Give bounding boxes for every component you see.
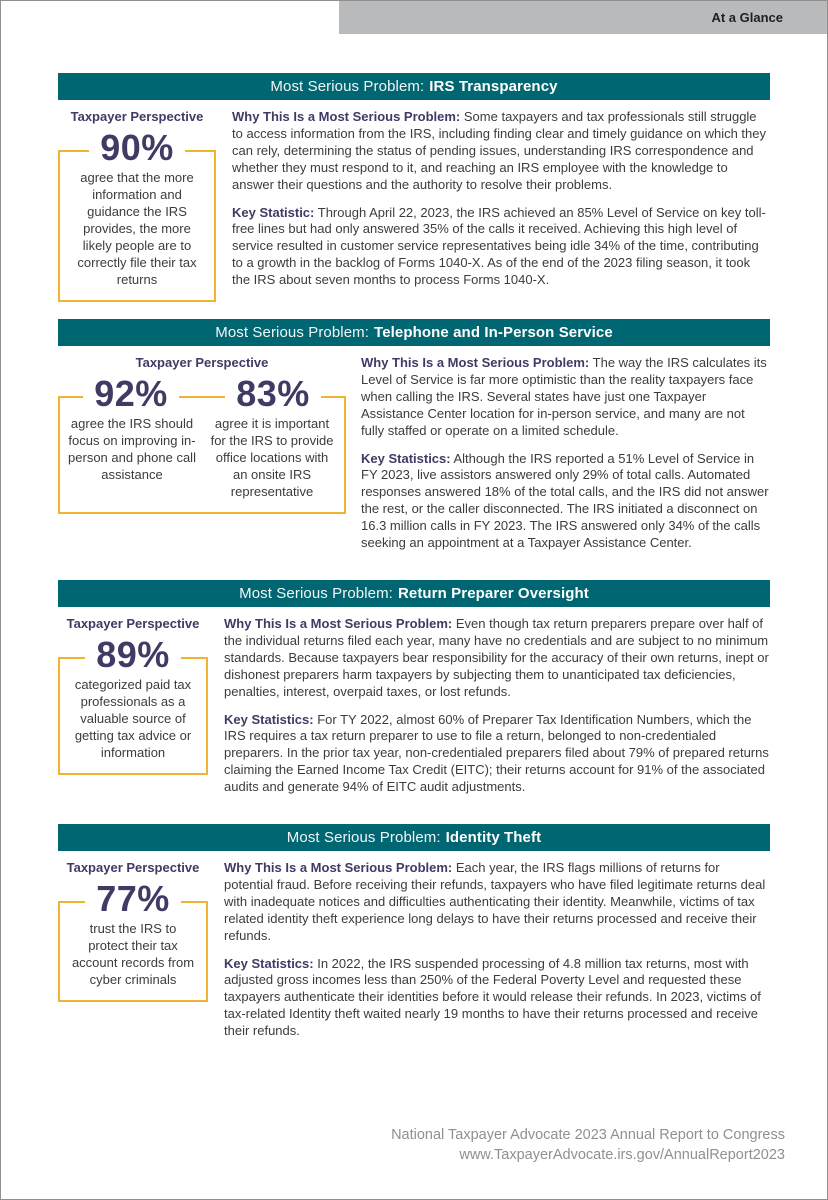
stat-number-cell: 77% [85,881,181,918]
why-paragraph: Why This Is a Most Serious Problem: Even… [224,616,770,701]
section-header-title: IRS Transparency [429,78,558,95]
stat-texts: trust the IRS to protect their tax accou… [60,920,206,1000]
section-irs-transparency: Most Serious Problem: IRS Transparency T… [58,73,770,302]
stat-value: 89% [85,636,181,673]
section-header-bar: Most Serious Problem: Identity Theft [58,824,770,852]
section-header-prefix: Most Serious Problem: [239,584,393,602]
section-header-bar: Most Serious Problem: IRS Transparency [58,73,770,100]
why-label: Why This Is a Most Serious Problem: [224,615,453,631]
section-text-column: Why This Is a Most Serious Problem: Even… [224,616,770,807]
section-header-prefix: Most Serious Problem: [286,829,441,847]
why-paragraph: Why This Is a Most Serious Problem: The … [361,355,770,440]
taxpayer-perspective-column: Taxpayer Perspective 92% 83% agree the I… [58,355,346,563]
section-telephone-in-person-service: Most Serious Problem: Telephone and In-P… [58,319,770,563]
stat-value: 90% [89,130,185,166]
stat-numbers: 92% 83% [60,376,344,412]
why-label: Why This Is a Most Serious Problem: [224,860,453,876]
stat-numbers: 89% [60,636,206,673]
section-identity-theft: Most Serious Problem: Identity Theft Tax… [58,824,770,1051]
why-text: The way the IRS calculates its Level of … [361,355,767,438]
page-content: Most Serious Problem: IRS Transparency T… [1,73,827,1051]
section-header-bar: Most Serious Problem: Telephone and In-P… [58,319,770,346]
footer-report-title: National Taxpayer Advocate 2023 Annual R… [391,1127,785,1143]
section-body: Taxpayer Perspective 77% trust the IRS t… [58,860,770,1051]
section-header-title: Telephone and In-Person Service [374,324,613,341]
why-text: Each year, the IRS flags millions of ret… [224,860,766,943]
stat-value: 83% [225,376,321,412]
key-statistic-text: For TY 2022, almost 60% of Preparer Tax … [224,711,769,795]
key-statistic-text: Through April 22, 2023, the IRS achieved… [232,204,766,288]
key-statistic-label: Key Statistics: [224,955,314,971]
section-body: Taxpayer Perspective 89% categorized pai… [58,616,770,807]
stat-description: trust the IRS to protect their tax accou… [71,921,195,988]
perspective-label: Taxpayer Perspective [135,355,269,370]
footer-report-url: www.TaxpayerAdvocate.irs.gov/AnnualRepor… [459,1146,785,1163]
section-header-title: Identity Theft [445,829,542,847]
section-header-prefix: Most Serious Problem: [270,78,425,95]
stat-box: 92% 83% agree the IRS should focus on im… [58,376,346,514]
stat-description: agree that the more information and guid… [77,170,197,287]
key-statistic-paragraph: Key Statistics: In 2022, the IRS suspend… [224,956,770,1041]
section-return-preparer-oversight: Most Serious Problem: Return Preparer Ov… [58,579,770,807]
taxpayer-perspective-column: Taxpayer Perspective 90% agree that the … [58,109,216,302]
key-statistic-label: Key Statistics: [361,450,451,466]
key-statistic-label: Key Statistic: [232,204,315,220]
key-statistic-paragraph: Key Statistics: For TY 2022, almost 60% … [224,712,770,797]
key-statistic-text: Although the IRS reported a 51% Level of… [361,450,769,551]
key-statistic-text: In 2022, the IRS suspended processing of… [224,955,761,1039]
page-footer: National Taxpayer Advocate 2023 Annual R… [391,1126,785,1165]
stat-number-cell: 92% [83,376,179,412]
section-header-bar: Most Serious Problem: Return Preparer Ov… [58,579,770,607]
why-paragraph: Why This Is a Most Serious Problem: Some… [232,109,770,194]
why-label: Why This Is a Most Serious Problem: [361,355,590,370]
stat-box: 77% trust the IRS to protect their tax a… [58,881,208,1003]
stat-numbers: 77% [60,881,206,918]
section-text-column: Why This Is a Most Serious Problem: The … [361,355,770,563]
stat-texts: agree that the more information and guid… [60,169,214,300]
stat-description: agree it is important for the IRS to pro… [210,416,334,499]
stat-box: 90% agree that the more information and … [58,130,216,302]
stat-number-cell: 83% [225,376,321,412]
stat-number-cell: 90% [89,130,185,166]
stat-description: categorized paid tax professionals as a … [74,676,192,760]
key-statistic-paragraph: Key Statistic: Through April 22, 2023, t… [232,205,770,290]
section-text-column: Why This Is a Most Serious Problem: Some… [232,109,770,302]
stat-value: 92% [83,376,179,412]
stat-box: 89% categorized paid tax professionals a… [58,636,208,775]
stat-number-cell: 89% [85,636,181,673]
perspective-label: Taxpayer Perspective [66,615,200,631]
stat-description: agree the IRS should focus on improving … [68,416,196,482]
stat-texts: agree the IRS should focus on improving … [60,415,344,512]
section-header-title: Return Preparer Oversight [397,584,589,602]
stat-numbers: 90% [60,130,214,166]
key-statistic-paragraph: Key Statistics: Although the IRS reporte… [361,451,770,552]
section-body: Taxpayer Perspective 92% 83% agree the I… [58,355,770,563]
stat-texts: categorized paid tax professionals as a … [60,676,206,773]
why-paragraph: Why This Is a Most Serious Problem: Each… [224,860,770,945]
taxpayer-perspective-column: Taxpayer Perspective 77% trust the IRS t… [58,860,208,1051]
section-header-prefix: Most Serious Problem: [215,324,370,341]
why-text: Even though tax return preparers prepare… [224,615,769,699]
key-statistic-label: Key Statistics: [224,711,314,727]
section-body: Taxpayer Perspective 90% agree that the … [58,109,770,302]
perspective-label: Taxpayer Perspective [66,860,200,876]
stat-value: 77% [85,881,181,918]
perspective-label: Taxpayer Perspective [70,109,204,124]
why-text: Some taxpayers and tax professionals sti… [232,109,767,192]
section-text-column: Why This Is a Most Serious Problem: Each… [224,860,770,1051]
tab-label: At a Glance [711,10,783,25]
at-a-glance-tab: At a Glance [339,1,827,34]
why-label: Why This Is a Most Serious Problem: [232,109,461,124]
taxpayer-perspective-column: Taxpayer Perspective 89% categorized pai… [58,616,208,807]
